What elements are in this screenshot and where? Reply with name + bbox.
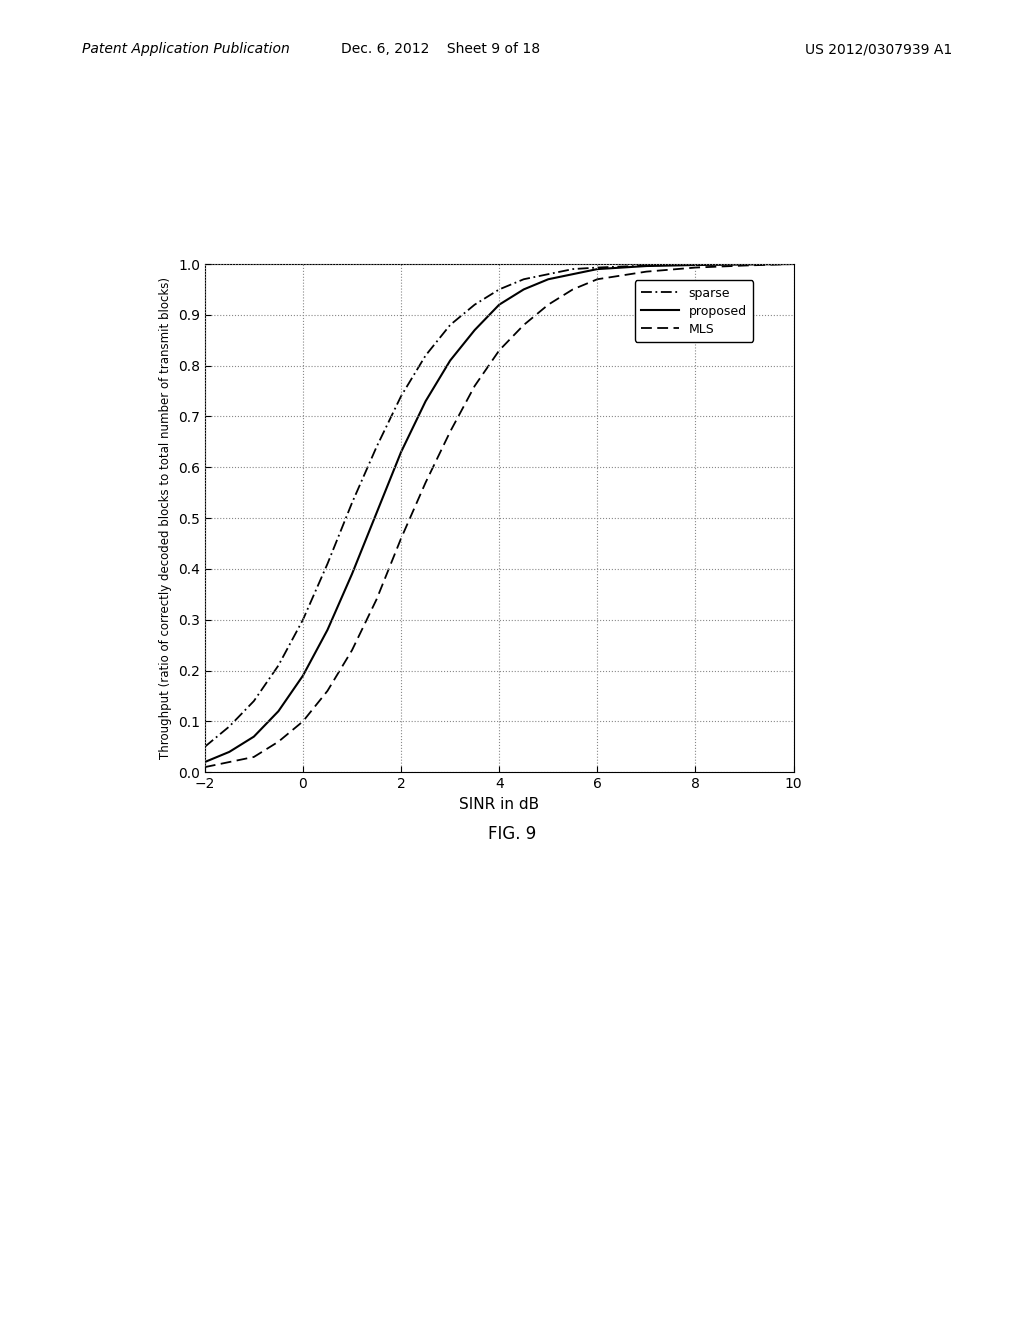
Text: US 2012/0307939 A1: US 2012/0307939 A1 xyxy=(805,42,952,57)
Legend: sparse, proposed, MLS: sparse, proposed, MLS xyxy=(635,280,753,342)
Text: FIG. 9: FIG. 9 xyxy=(487,825,537,843)
X-axis label: SINR in dB: SINR in dB xyxy=(459,796,540,812)
Text: Patent Application Publication: Patent Application Publication xyxy=(82,42,290,57)
Y-axis label: Throughput (ratio of correctly decoded blocks to total number of transmit blocks: Throughput (ratio of correctly decoded b… xyxy=(160,277,172,759)
Text: Dec. 6, 2012    Sheet 9 of 18: Dec. 6, 2012 Sheet 9 of 18 xyxy=(341,42,540,57)
